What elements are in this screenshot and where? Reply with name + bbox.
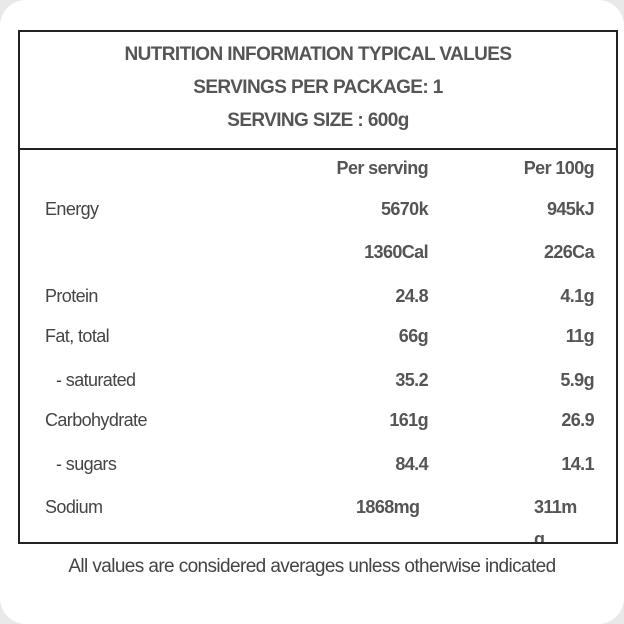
row-label: Fat, total — [45, 326, 110, 346]
row-label: Carbohydrate — [45, 410, 147, 430]
per-100g-value: 226Ca — [543, 242, 595, 262]
row-label: - saturated — [56, 370, 136, 390]
row-label: Sodium — [45, 497, 103, 517]
per-100g-value: 945kJ — [546, 199, 595, 219]
per-100g-value: 14.1 — [561, 454, 594, 474]
header-line: SERVINGS PER PACKAGE: 1 — [193, 77, 443, 98]
footnote: All values are considered averages unles… — [68, 556, 556, 577]
per-serving-value: 84.4 — [395, 454, 428, 474]
per-serving-value: 5670k — [380, 199, 429, 219]
per-serving-value: 35.2 — [395, 370, 428, 390]
per-100g-value: 5.9g — [560, 370, 594, 390]
per-100g-value: 11g — [565, 326, 595, 346]
header-line: NUTRITION INFORMATION TYPICAL VALUES — [124, 44, 513, 65]
column-header: Per 100g — [523, 158, 595, 178]
per-100g-value: 26.9 — [561, 410, 594, 430]
per-serving-value: 66g — [398, 326, 429, 346]
per-100g-value: 4.1g — [560, 286, 594, 306]
table-header: NUTRITION INFORMATION TYPICAL VALUES SERV… — [20, 32, 616, 150]
nutrition-table: NUTRITION INFORMATION TYPICAL VALUES SERV… — [18, 30, 618, 544]
column-header: Per serving — [336, 158, 429, 178]
per-serving-value: 24.8 — [395, 286, 428, 306]
row-label: Protein — [45, 286, 98, 306]
row-label: Energy — [45, 199, 99, 219]
per-serving-value: 1360Cal — [364, 242, 428, 262]
per-100g-value: 311mg — [534, 497, 577, 544]
per-serving-value: 1868mg — [356, 497, 420, 517]
header-line: SERVING SIZE : 600g — [227, 110, 409, 131]
per-serving-value: 161g — [389, 410, 428, 430]
row-label: - sugars — [56, 454, 117, 474]
